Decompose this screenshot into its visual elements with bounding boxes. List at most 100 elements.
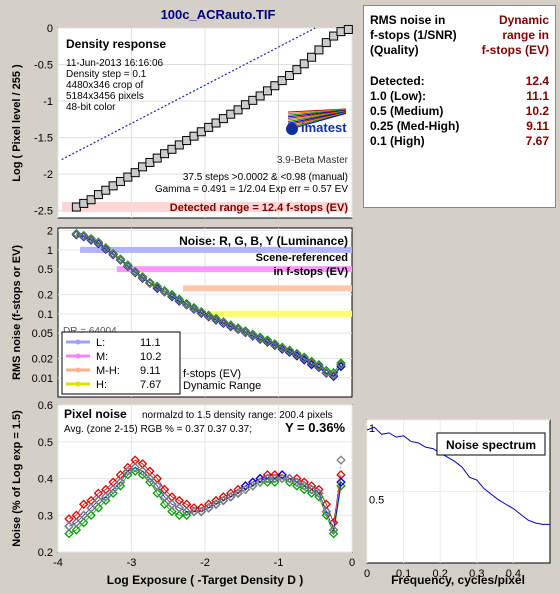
y-tick-label: 0.6 <box>38 400 53 412</box>
pixel-noise-point <box>159 499 170 509</box>
legend-label: M-H: <box>96 365 120 377</box>
pixel-noise-point <box>336 481 346 491</box>
y-tick-label: 1 <box>47 245 53 257</box>
density-step-marker <box>138 162 148 172</box>
pixel-noise-avg: Avg. (zone 2-15) RGB % = 0.37 0.37 0.37; <box>64 424 252 435</box>
pixel-noise-point <box>321 506 331 517</box>
row-label: 0.5 (Medium) <box>370 104 444 118</box>
density-note: Gamma = 0.491 = 1/2.04 Exp err = 0.57 EV <box>155 184 348 195</box>
density-step-marker <box>130 168 140 178</box>
density-info: 48-bit color <box>66 102 116 113</box>
version-label: 3.9-Beta Master <box>277 155 349 166</box>
pixel-noise-title: Pixel noise <box>64 407 127 421</box>
noise-point <box>79 231 89 241</box>
noise-point <box>262 335 273 345</box>
y-tick-label: 0.1 <box>38 309 53 321</box>
y-axis-label: Noise (% of Log exp = 1.5) <box>11 410 23 547</box>
pixel-noise-point <box>152 488 162 498</box>
density-info: 11-Jun-2013 16:16:06 <box>66 58 164 69</box>
pixel-noise-point <box>93 495 104 506</box>
noise-title: Noise: R, G, B, Y (Luminance) <box>179 234 348 248</box>
pixel-noise-point <box>314 488 324 498</box>
noise-point <box>181 299 192 310</box>
density-step-marker <box>189 131 199 141</box>
row-value: 11.1 <box>526 89 549 103</box>
pixel-noise-point <box>181 510 192 520</box>
noise-subtitle: in f-stops (EV) <box>273 266 348 278</box>
pixel-noise-point <box>79 517 89 528</box>
density-step-marker <box>292 65 302 75</box>
logo-stripe <box>287 109 347 116</box>
noise-point <box>299 353 309 364</box>
density-step-marker <box>329 31 339 41</box>
pixel-noise-point <box>270 477 280 487</box>
pixel-noise-point <box>284 477 295 487</box>
legend-caption: Dynamic Range <box>183 380 261 392</box>
noise-point <box>93 238 104 248</box>
y-tick-label: -2 <box>43 169 53 181</box>
noise-point <box>270 339 280 350</box>
density-step-marker <box>226 109 236 119</box>
x-tick-label: -3 <box>127 557 137 569</box>
pixel-noise-point <box>292 477 302 487</box>
noise-point <box>145 278 155 289</box>
noise-point <box>277 342 287 352</box>
noise-point <box>115 255 126 265</box>
dynamic-range-band <box>197 310 352 317</box>
row-value: 9.11 <box>526 119 549 133</box>
x-tick-label: 0 <box>349 557 355 569</box>
logo-stripe <box>287 110 347 121</box>
density-step-marker <box>314 45 324 55</box>
pixel-noise-point <box>115 477 126 487</box>
noise-point <box>255 333 265 344</box>
y-tick-label: 0.05 <box>32 328 53 340</box>
density-step-marker <box>86 195 96 205</box>
density-step-marker <box>71 202 81 212</box>
noise-series-line <box>76 233 342 374</box>
pixel-noise-point <box>79 499 89 509</box>
row-value: 10.2 <box>525 104 549 118</box>
logo-text: imatest <box>301 120 347 135</box>
row-value: 7.67 <box>525 134 549 148</box>
y-axis-label: Log ( Pixel level / 255 ) <box>11 64 23 182</box>
pixel-noise-point <box>93 503 104 513</box>
pixel-noise-point <box>71 517 82 528</box>
x-axis-label: Log Exposure ( -Target Density D ) <box>107 573 303 587</box>
pixel-noise-point <box>196 506 207 517</box>
pixel-noise-point <box>248 481 258 491</box>
noise-point <box>159 287 170 297</box>
logo-stripe <box>287 111 347 126</box>
pixel-noise-point <box>299 484 309 495</box>
x-tick-label: -1 <box>274 557 284 569</box>
pixel-noise-point <box>101 492 111 502</box>
row-label: Detected: <box>370 74 425 88</box>
pixel-noise-point <box>292 481 302 491</box>
dynamic-range-band <box>80 246 353 253</box>
noise-subtitle: Scene-referenced <box>256 252 348 264</box>
density-step-marker <box>211 118 221 128</box>
density-step-marker <box>167 144 177 154</box>
noise-point <box>233 324 243 334</box>
y-tick-label: 0.5 <box>38 437 53 449</box>
detected-range-label: Detected range = 12.4 f-stops (EV) <box>170 202 349 214</box>
y-tick-label: 0.5 <box>38 264 53 276</box>
logo-stripe <box>287 109 347 118</box>
noise-point <box>248 329 258 339</box>
noise-point <box>167 289 177 300</box>
noise-point <box>321 367 331 378</box>
dynamic-range-band <box>182 285 352 292</box>
spectrum-title: Noise spectrum <box>446 438 536 452</box>
pixel-noise-point <box>306 484 317 495</box>
pixel-noise-point <box>167 506 177 517</box>
pixel-noise-point <box>130 466 140 476</box>
density-step-marker <box>218 114 228 124</box>
row-value: 12.4 <box>525 74 549 88</box>
noise-point <box>299 352 309 362</box>
noise-point <box>306 358 317 368</box>
pixel-noise-line <box>68 459 342 525</box>
density-step-marker <box>79 198 89 208</box>
pixel-noise-point <box>123 470 133 480</box>
legend-marker <box>75 367 81 373</box>
noise-point <box>130 267 140 277</box>
density-step-marker <box>108 181 118 191</box>
